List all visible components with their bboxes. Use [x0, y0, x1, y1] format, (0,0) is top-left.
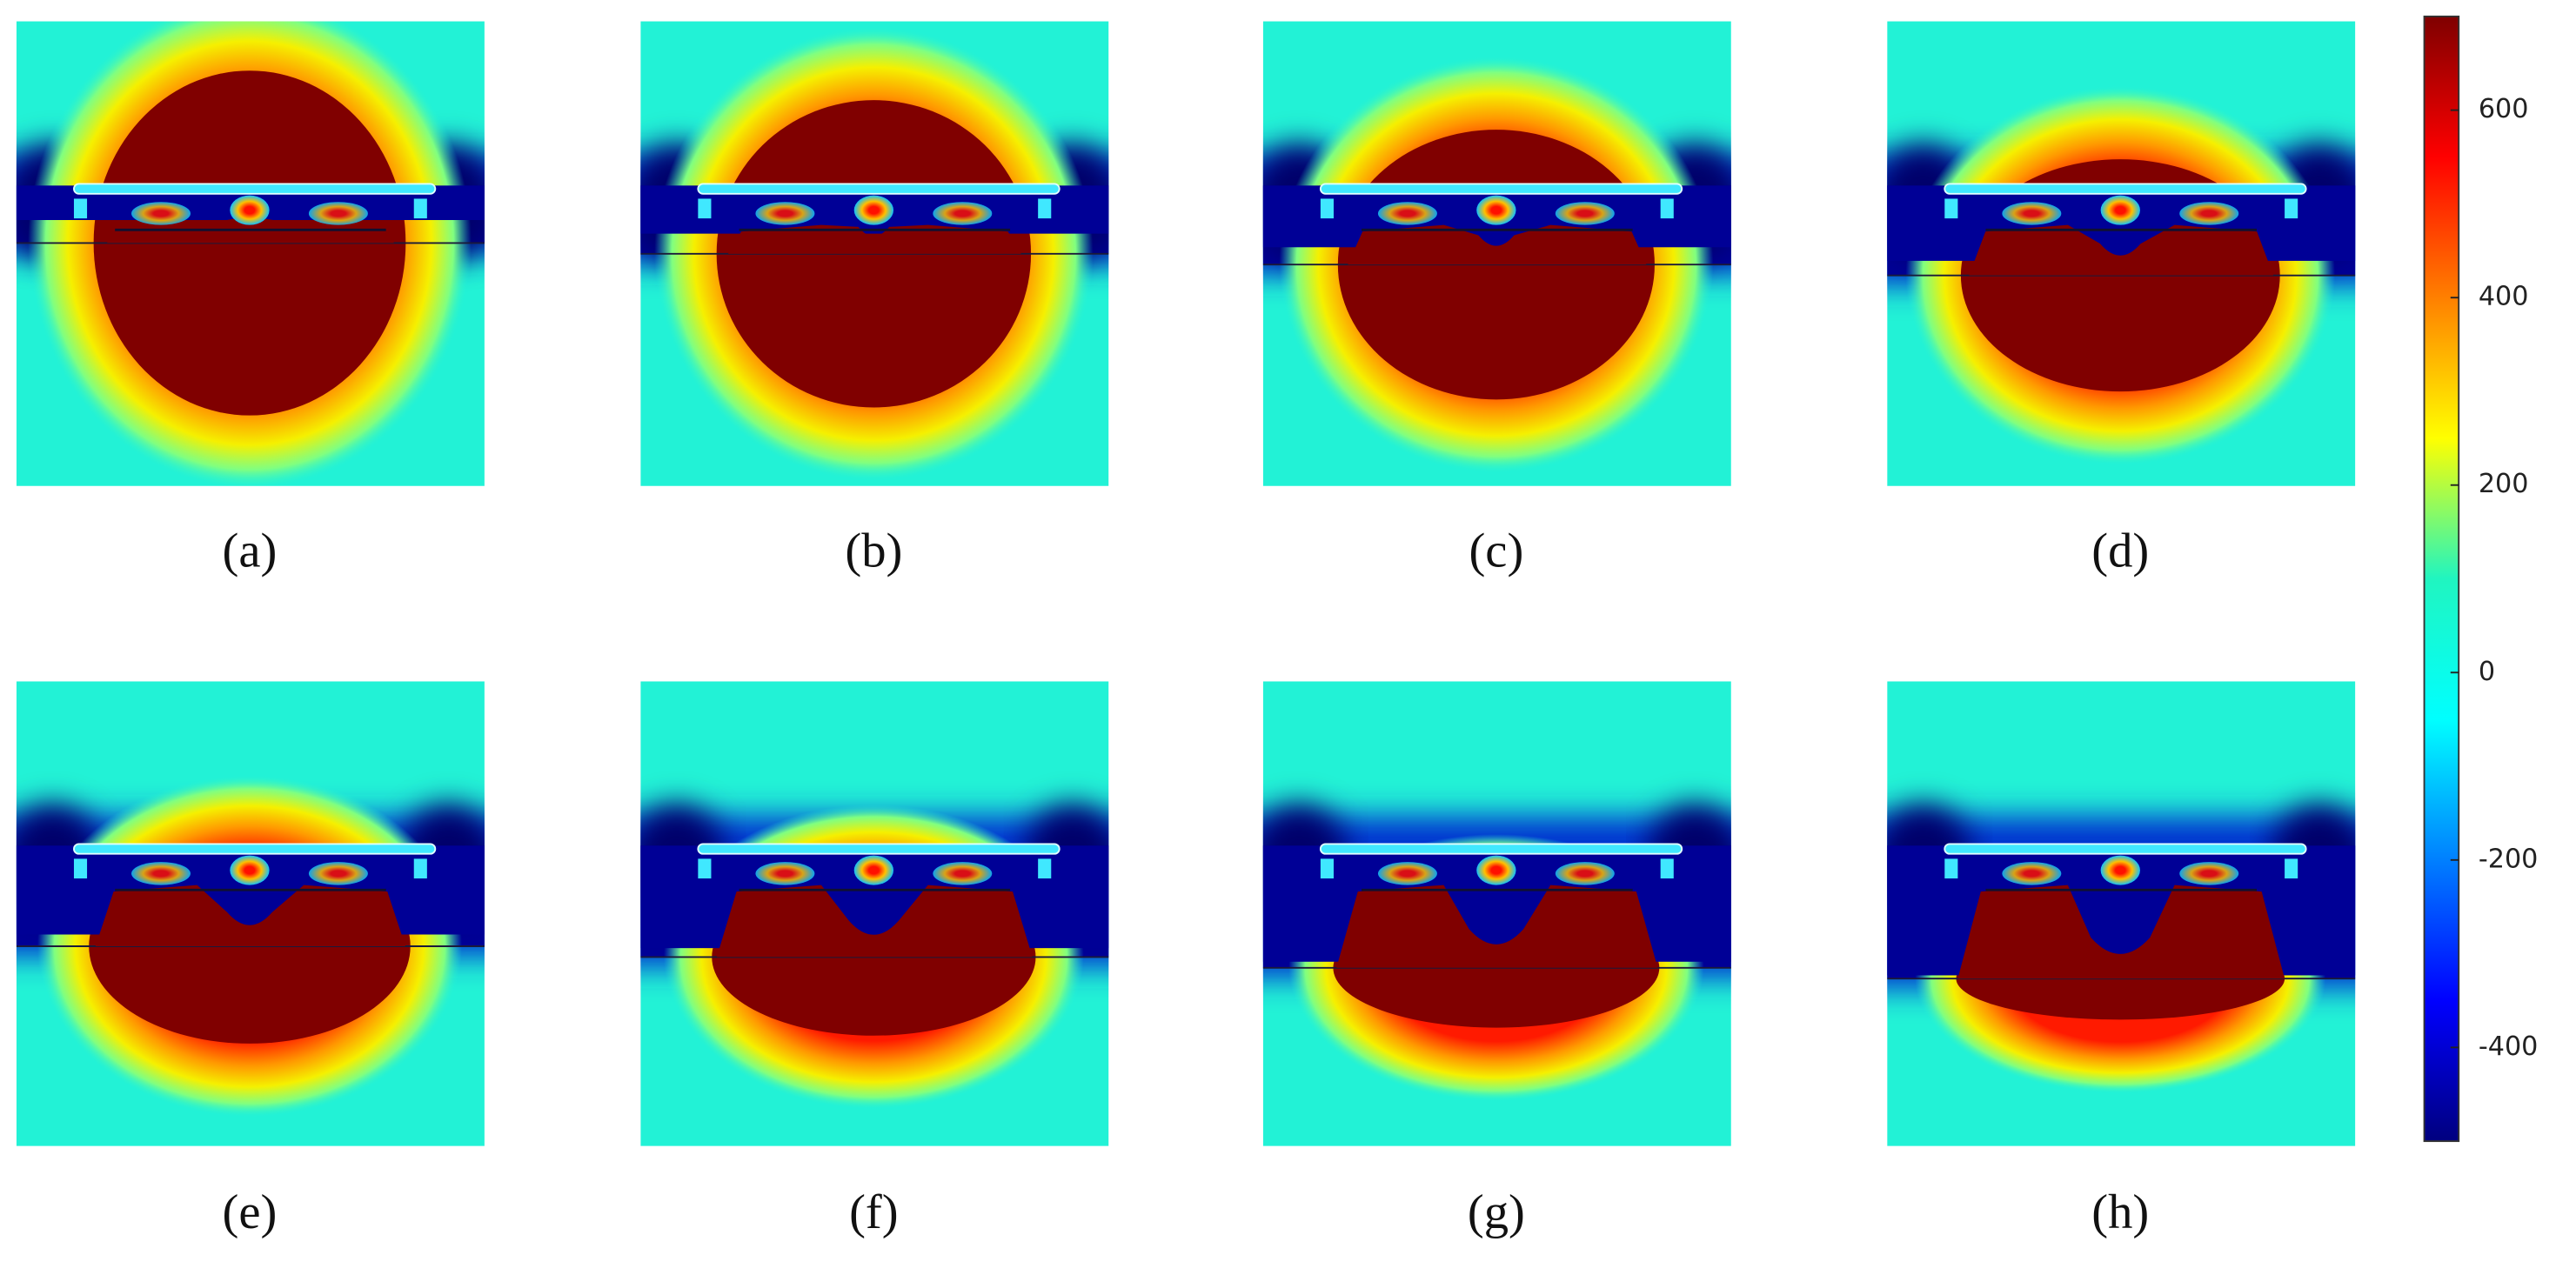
simulation-panel	[640, 21, 1109, 486]
panel-content	[640, 21, 1109, 486]
plate	[1944, 843, 2307, 855]
hot-spot	[2179, 862, 2239, 885]
side-bit	[1660, 198, 1674, 219]
hot-spot	[853, 195, 894, 225]
panel-content	[1887, 21, 2356, 486]
colorbar-tick-label: -200	[2479, 844, 2539, 874]
hot-spot	[755, 862, 815, 885]
hot-spot	[2002, 202, 2062, 225]
hot-spot	[1377, 862, 1437, 885]
side-bit	[1320, 198, 1334, 219]
electrode	[1957, 884, 2285, 979]
side-bit	[1944, 858, 1958, 879]
simulation-panel	[1887, 681, 2356, 1146]
panel-label: (f)	[849, 1185, 899, 1239]
side-bit	[413, 198, 427, 219]
simulation-panel	[16, 681, 485, 1146]
hot-spot	[1377, 202, 1437, 225]
simulation-panel	[640, 681, 1109, 1146]
side-bit	[413, 858, 427, 879]
panel-label: (c)	[1469, 524, 1523, 577]
hot-spot	[853, 855, 894, 885]
hot-spot	[2179, 202, 2239, 225]
side-bit	[698, 198, 712, 219]
hot-spot	[230, 855, 270, 885]
hot-spot	[1476, 195, 1516, 225]
panel-label: (g)	[1468, 1185, 1525, 1239]
side-bit	[2285, 198, 2298, 219]
plate	[73, 183, 437, 195]
panel-content	[1262, 21, 1731, 486]
side-bit	[1038, 858, 1052, 879]
electrode	[1348, 224, 1647, 265]
hot-spot	[131, 862, 191, 885]
simulation-panel	[1262, 21, 1731, 486]
hot-spot	[308, 862, 368, 885]
panel-content	[16, 21, 485, 486]
hot-spot	[933, 202, 993, 225]
hot-spot	[2002, 862, 2062, 885]
panel-label: (a)	[223, 524, 278, 577]
panel-content	[640, 681, 1109, 1146]
side-bit	[73, 858, 88, 879]
hot-spot	[131, 202, 191, 225]
panel-label: (b)	[845, 524, 902, 577]
hot-spot	[755, 202, 815, 225]
plate	[1319, 183, 1683, 195]
side-bit	[698, 858, 712, 879]
simulation-panel	[1887, 21, 2356, 486]
side-bit	[2285, 858, 2298, 879]
plate	[1319, 843, 1683, 855]
panel-content	[1887, 681, 2356, 1146]
electrode	[95, 884, 406, 946]
plate	[1944, 183, 2307, 195]
plate	[697, 843, 1061, 855]
side-bit	[1944, 198, 1958, 219]
hot-spot	[308, 202, 368, 225]
side-bit	[1038, 198, 1052, 219]
colorbar-tick-label: 200	[2479, 469, 2529, 499]
panel-content	[16, 681, 485, 1146]
side-bit	[1660, 858, 1674, 879]
hot-spot	[1555, 862, 1615, 885]
colorbar-tick-label: 0	[2479, 657, 2495, 687]
hot-spot	[2100, 855, 2140, 885]
plate	[73, 843, 437, 855]
side-bit	[1320, 858, 1334, 879]
hot-spot	[933, 862, 993, 885]
panel-label: (h)	[2091, 1185, 2149, 1239]
electrode	[716, 884, 1033, 958]
colorbar	[2423, 15, 2460, 1143]
panel-content	[1262, 681, 1731, 1146]
electrode	[1336, 884, 1658, 968]
colorbar-tick-label: 600	[2479, 94, 2529, 124]
hot-spot	[2100, 195, 2140, 225]
electrode	[727, 224, 1021, 254]
plate	[697, 183, 1061, 195]
panel-label: (e)	[223, 1185, 278, 1239]
hot-spot	[230, 195, 270, 225]
simulation-panel	[1262, 681, 1731, 1146]
panel-label: (d)	[2091, 524, 2149, 577]
colorbar-tick-label: -400	[2479, 1031, 2539, 1062]
hot-spot	[1555, 202, 1615, 225]
side-bit	[73, 198, 88, 219]
electrode	[1969, 224, 2274, 276]
hot-spot	[1476, 855, 1516, 885]
colorbar-tick-label: 400	[2479, 282, 2529, 312]
simulation-panel	[16, 21, 485, 486]
